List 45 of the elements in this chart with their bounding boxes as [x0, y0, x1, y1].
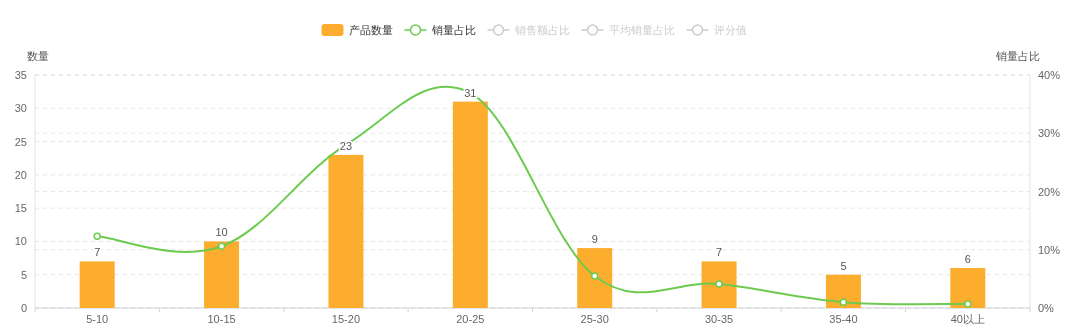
x-tick-label: 10-15	[207, 313, 236, 325]
data-label: 7	[716, 246, 723, 259]
data-label: 10	[215, 226, 228, 239]
x-tick-label: 30-35	[704, 313, 734, 325]
y2-tick-label: 20%	[1038, 185, 1061, 198]
bar	[701, 261, 737, 308]
legend-label: 销量占比	[430, 24, 476, 36]
y-tick-label: 20	[14, 168, 27, 181]
y-tick-label: 15	[14, 202, 27, 215]
y-tick-label: 25	[14, 135, 27, 148]
point	[964, 300, 972, 308]
x-tick-label: 20-25	[456, 313, 485, 325]
data-label: 9	[591, 233, 598, 246]
bar	[452, 101, 488, 308]
bar	[950, 268, 986, 308]
y-tick-label: 30	[14, 102, 27, 115]
point	[217, 242, 226, 251]
y2-tick-label: 0%	[1038, 302, 1055, 314]
bar	[79, 261, 115, 308]
x-tick-label: 15-20	[331, 313, 361, 325]
y2-tick-label: 40%	[1038, 69, 1061, 81]
y-tick-label: 0	[20, 302, 27, 314]
x-tick-label: 5-10	[86, 313, 109, 325]
bar	[328, 154, 364, 308]
point	[590, 272, 599, 280]
point	[839, 298, 848, 306]
y2-axis-title: 销量占比	[995, 50, 1040, 62]
bar	[577, 248, 613, 308]
y-tick-label: 5	[20, 268, 27, 281]
data-label: 7	[94, 246, 101, 259]
data-label: 5	[840, 259, 847, 272]
point	[715, 280, 723, 288]
x-tick-label: 25-30	[580, 313, 609, 325]
x-tick-label: 40以上	[950, 313, 985, 325]
y2-tick-label: 10%	[1038, 243, 1061, 256]
y-axis-title: 数量	[27, 50, 49, 62]
y-tick-label: 10	[14, 235, 27, 248]
bar	[825, 274, 861, 308]
legend-label: 产品数量	[348, 24, 393, 36]
x-tick-label: 35-40	[829, 313, 858, 325]
y-tick-label: 35	[14, 69, 27, 81]
y2-tick-label: 30%	[1038, 127, 1061, 140]
bar	[204, 241, 240, 308]
data-label: 6	[964, 253, 971, 266]
point	[93, 232, 101, 241]
